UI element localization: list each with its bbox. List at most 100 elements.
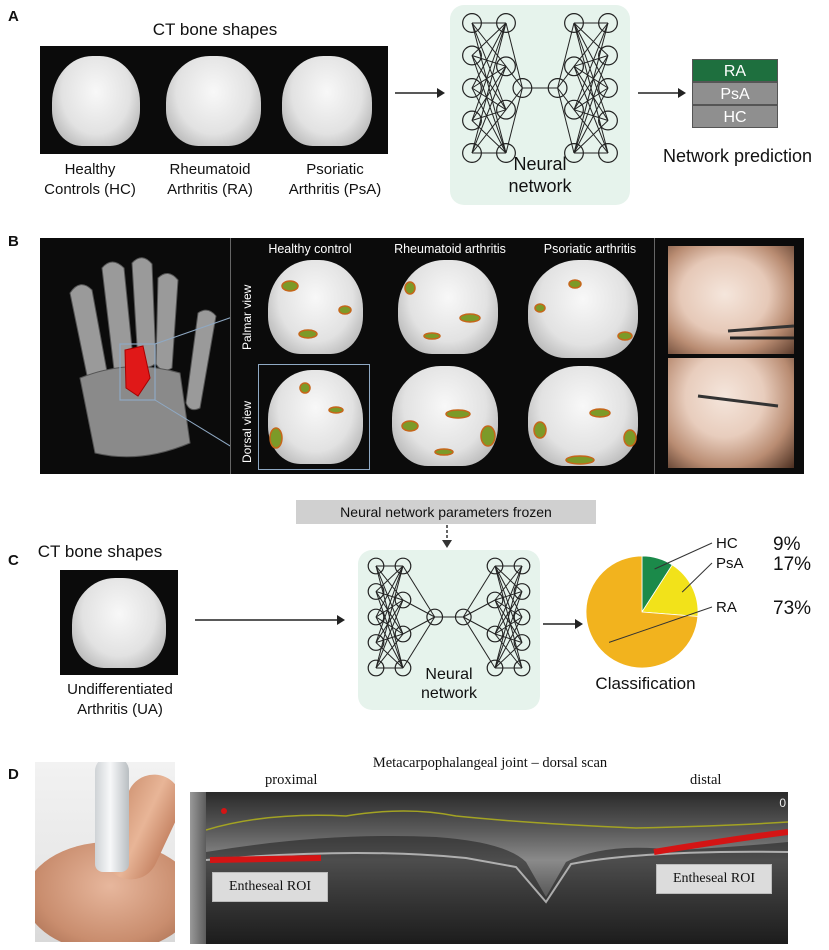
network-node (512, 78, 533, 98)
network-node (486, 659, 504, 677)
ua-caption-line: Undifferentiated (67, 681, 173, 698)
bone-shape-psa (282, 56, 372, 146)
col-head-ra: Rheumatoid arthritis (394, 242, 506, 256)
network-node (486, 557, 504, 575)
bone-shape-ua (72, 578, 166, 668)
network-node (462, 78, 482, 98)
arrow-to-classification (543, 619, 583, 629)
panel-b-divider-right (654, 238, 655, 474)
panel-a-label: A (8, 8, 19, 25)
bone-caption-line: Arthritis (RA) (167, 181, 253, 198)
network-node (496, 99, 516, 120)
network-node (496, 143, 516, 163)
col-head-psa: Psoriatic arthritis (543, 242, 637, 256)
bone-render-hc-dorsal (268, 370, 363, 464)
network-node (598, 110, 618, 131)
pie-percent-label: 17% (773, 554, 811, 575)
joint-photo-bottom (668, 358, 794, 468)
proximal-label: proximal (265, 772, 318, 788)
network-node (367, 634, 385, 651)
ct-bone-strip (40, 46, 388, 154)
neural-network-graph (367, 557, 531, 677)
prediction-hc: HC (692, 105, 778, 128)
highlighted-bone (124, 345, 151, 397)
neural-network-box-a: Neural network (450, 5, 630, 205)
pie-slice-psa (641, 564, 699, 617)
network-node (394, 591, 412, 609)
network-node (367, 659, 385, 677)
network-node (547, 78, 568, 98)
ultrasound-texture (206, 792, 788, 944)
pie-category-label: RA (716, 599, 737, 616)
bone-caption-ra: Rheumatoid Arthritis (RA) (145, 160, 275, 200)
network-node (513, 659, 531, 677)
bone-caption-psa: Psoriatic Arthritis (PsA) (265, 160, 405, 200)
pie-percent-label: 9% (773, 534, 801, 555)
network-node (496, 13, 516, 33)
panel-b-image: Healthy control Rheumatoid arthritis Pso… (40, 238, 804, 474)
network-node (486, 625, 504, 643)
bone-caption-line: Controls (HC) (44, 181, 136, 198)
ultrasound-probe-photo (35, 762, 175, 942)
entheseal-roi-right: Entheseal ROI (656, 864, 772, 894)
panel-b-label: B (8, 233, 19, 250)
network-node (496, 56, 516, 77)
network-node (598, 143, 618, 163)
bone-render-psa-dorsal (528, 366, 638, 466)
neural-network-graph (462, 13, 618, 163)
network-node (367, 608, 385, 626)
scan-corner-marker: 0 (779, 796, 786, 810)
network-node (367, 583, 385, 600)
network-node (462, 45, 482, 66)
bone-render-psa-palmar (528, 260, 638, 358)
ultrasound-probe (95, 762, 129, 872)
bone-shape-ra (166, 56, 261, 146)
network-label-line: Neural (425, 666, 473, 683)
pie-slice-ra (585, 555, 699, 669)
network-node (564, 99, 584, 120)
prediction-psa: PsA (692, 82, 778, 105)
panel-b-divider-left (230, 238, 231, 474)
network-node (462, 13, 482, 33)
scan-left-bar (190, 792, 206, 944)
arrow-to-network-a (395, 88, 445, 98)
network-node (462, 110, 482, 131)
panel-c-label: C (8, 552, 19, 569)
neural-network-box-c: Neural network (358, 550, 540, 710)
classification-caption: Classification (595, 674, 696, 693)
pie-percent-label: 73% (773, 598, 811, 619)
network-node (394, 557, 412, 575)
network-node (462, 143, 482, 163)
distal-label: distal (690, 772, 722, 788)
classification-pie-chart: HC 9% PsA 17% RA 73% (585, 534, 811, 669)
dorsal-highlight-frame (258, 364, 370, 470)
network-node (564, 56, 584, 77)
network-node (394, 659, 412, 677)
pie-leader-line (654, 542, 713, 570)
prediction-stack: RA PsA HC (692, 59, 778, 128)
network-node (513, 583, 531, 600)
ultrasound-scan: 0 Entheseal ROI Entheseal ROI (190, 792, 788, 944)
network-node (513, 608, 531, 626)
bone-caption-line: Arthritis (PsA) (288, 181, 382, 198)
network-node (598, 13, 618, 33)
bone-shape-hc (52, 56, 140, 146)
network-label-line: network (420, 685, 478, 702)
frozen-arrow (442, 525, 452, 548)
network-node (564, 13, 584, 33)
col-head-healthy: Healthy control (268, 242, 352, 256)
ultrasound-title: Metacarpophalangeal joint – dorsal scan (372, 755, 608, 771)
bone-caption-line: Psoriatic (306, 161, 364, 178)
bone-caption-hc: Healthy Controls (HC) (20, 160, 160, 200)
pie-category-label: PsA (716, 555, 744, 572)
pie-leader-line (681, 562, 713, 593)
network-label-line: Neural (513, 154, 567, 174)
network-node (513, 557, 531, 575)
prediction-ra: RA (692, 59, 778, 82)
network-label-line: network (508, 176, 572, 196)
entheseal-roi-left: Entheseal ROI (212, 872, 328, 902)
bone-caption-line: Healthy (64, 161, 116, 178)
pie-category-label: HC (716, 535, 738, 552)
network-node (598, 45, 618, 66)
network-node (426, 608, 444, 626)
